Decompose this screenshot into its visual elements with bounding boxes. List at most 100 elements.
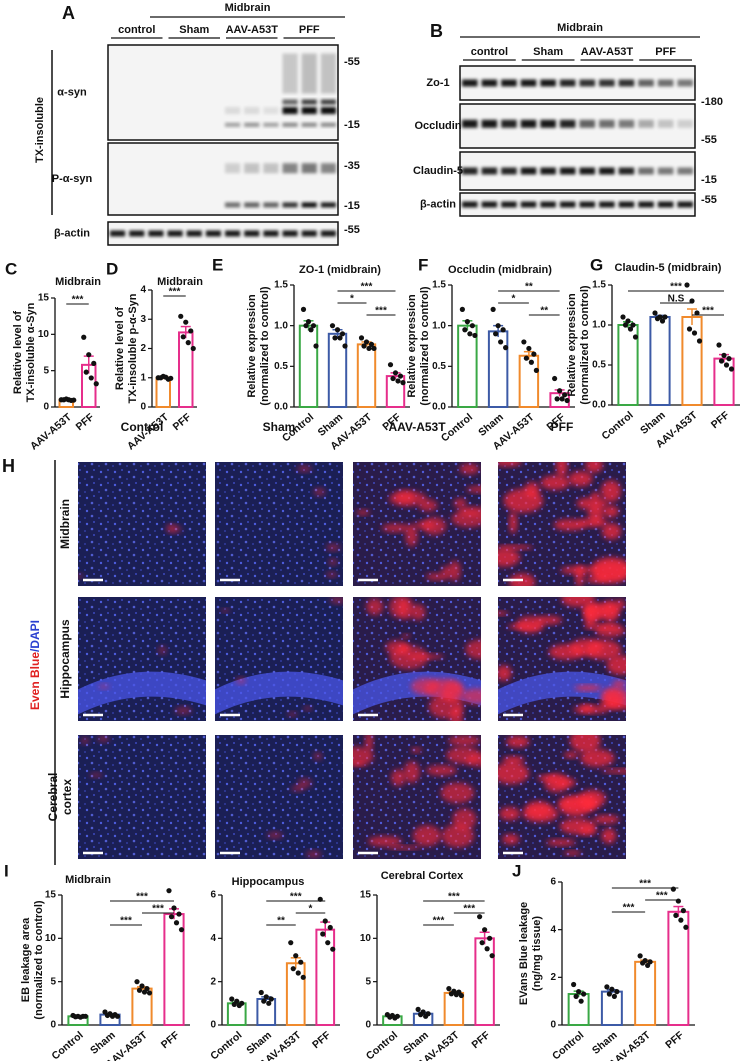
red-signal <box>516 616 545 633</box>
data-point <box>564 397 570 404</box>
red-signal <box>614 599 626 609</box>
row-label: β-actin <box>420 198 456 210</box>
red-signal <box>461 688 481 705</box>
bar <box>649 316 671 406</box>
data-point <box>521 339 527 345</box>
blot-band <box>320 163 336 174</box>
y-axis-label: TX-insoluble p-α-Syn <box>127 293 139 403</box>
data-point <box>268 996 274 1002</box>
data-point <box>139 983 145 989</box>
red-signal <box>97 735 110 743</box>
data-point <box>625 318 631 324</box>
blot-band <box>599 167 615 175</box>
data-point <box>462 327 468 333</box>
blot-band <box>677 167 693 175</box>
data-point <box>300 306 307 312</box>
red-signal <box>353 746 374 766</box>
blot-band <box>244 230 260 237</box>
red-signal <box>425 572 451 581</box>
red-signal <box>600 480 621 503</box>
blot-band <box>599 79 615 87</box>
data-point <box>554 396 560 402</box>
data-point <box>689 298 695 304</box>
chart-title: Midbrain <box>157 276 203 288</box>
bar <box>567 993 590 1026</box>
data-point <box>526 345 532 352</box>
group-label: AAV-A53T <box>226 24 279 36</box>
row-label: Occludin <box>414 120 461 132</box>
data-point <box>683 924 689 930</box>
data-point <box>675 898 681 904</box>
data-point <box>397 373 404 379</box>
blot-band <box>481 167 498 175</box>
blot-band <box>540 201 556 208</box>
bar <box>487 330 509 408</box>
y-axis-label: (normalized to control) <box>259 286 271 406</box>
blot-band <box>559 201 576 208</box>
column-label: AAV-A53T <box>388 420 446 434</box>
y-tick-label: 5 <box>365 976 371 987</box>
red-signal <box>412 825 441 847</box>
data-point <box>387 1014 393 1020</box>
y-axis-label: EB leakage area <box>20 917 32 1002</box>
data-point <box>166 888 172 894</box>
data-point <box>484 946 490 952</box>
data-point <box>371 345 377 352</box>
data-point <box>295 970 301 976</box>
y-axis-label: Relative level of <box>12 311 24 394</box>
data-point <box>645 962 651 969</box>
red-signal <box>367 836 402 847</box>
significance-label: ** <box>277 916 285 927</box>
blot-band <box>677 201 693 208</box>
data-point <box>495 323 501 329</box>
blot-band <box>677 119 693 128</box>
blot-band <box>320 99 336 105</box>
data-point <box>609 986 615 992</box>
blot-band <box>540 119 556 128</box>
x-tick-label: Control <box>364 1029 400 1061</box>
y-tick-label: 0.5 <box>274 361 288 372</box>
y-tick-label: 0 <box>550 1020 556 1031</box>
data-point <box>109 1013 116 1019</box>
y-tick-label: 4 <box>210 933 216 944</box>
data-point <box>467 331 473 337</box>
data-point <box>684 282 690 288</box>
red-signal <box>576 497 608 510</box>
blot-band <box>129 230 145 237</box>
red-signal <box>506 735 530 748</box>
red-signal <box>601 523 622 540</box>
red-signal <box>601 768 626 774</box>
y-tick-label: 0 <box>50 1020 56 1031</box>
data-point <box>611 993 617 1000</box>
data-point <box>320 931 326 937</box>
red-signal <box>612 680 626 687</box>
chart-title: Midbrain <box>55 276 101 288</box>
data-point <box>114 1013 121 1019</box>
red-signal <box>426 765 457 776</box>
blot-band <box>657 119 674 128</box>
data-point <box>185 340 191 346</box>
side-label: TX-insoluble <box>34 97 46 163</box>
bar <box>155 376 171 408</box>
data-point <box>298 959 304 965</box>
red-signal <box>553 519 586 531</box>
x-tick-label: PFF <box>469 1029 492 1051</box>
red-signal <box>306 850 322 859</box>
data-point <box>503 345 509 351</box>
row-label: P-α-syn <box>52 173 93 185</box>
data-point <box>313 343 319 349</box>
data-point <box>418 1012 424 1018</box>
chart-title: Cerebral Cortex <box>381 870 464 882</box>
data-point <box>659 318 666 324</box>
data-point <box>305 319 312 325</box>
blot-frame <box>459 192 696 217</box>
data-point <box>180 334 186 340</box>
blot-band <box>638 167 654 175</box>
data-point <box>261 998 267 1004</box>
significance-label: *** <box>670 282 682 293</box>
blot-band <box>263 230 279 237</box>
red-signal <box>599 700 626 710</box>
data-point <box>694 310 700 316</box>
data-point <box>176 911 182 917</box>
data-point <box>662 314 668 320</box>
